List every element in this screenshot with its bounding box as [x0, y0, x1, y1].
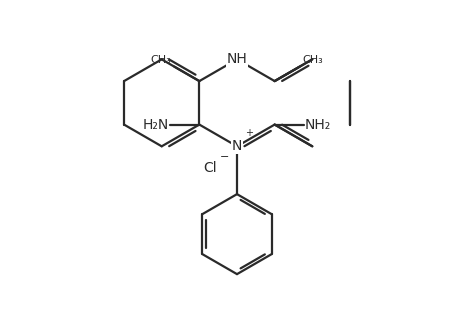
Text: NH₂: NH₂	[305, 118, 331, 131]
Text: +: +	[245, 128, 253, 138]
Text: CH₃: CH₃	[151, 55, 171, 65]
Text: N: N	[232, 139, 242, 153]
Text: Cl: Cl	[203, 161, 217, 175]
Text: −: −	[219, 152, 229, 162]
Text: CH₃: CH₃	[303, 55, 323, 65]
Text: NH: NH	[227, 52, 247, 66]
Text: H₂N: H₂N	[143, 118, 169, 131]
